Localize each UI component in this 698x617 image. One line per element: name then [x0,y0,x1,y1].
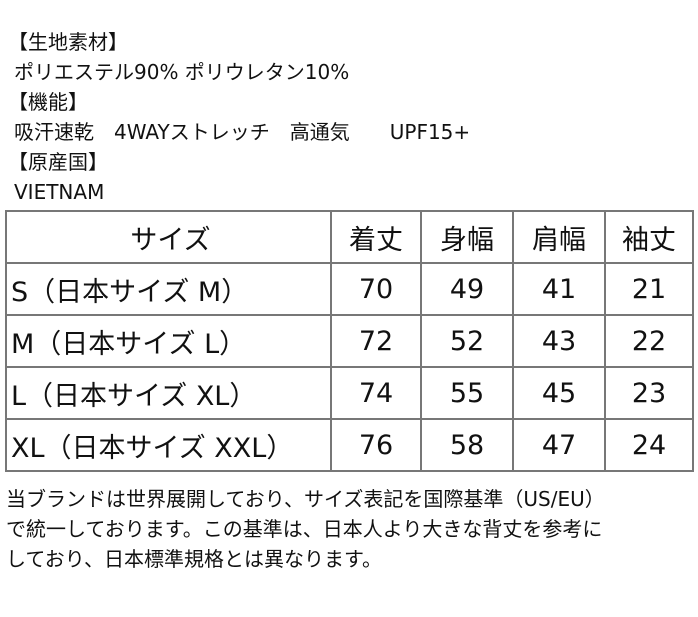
section-heading: 【機能】 [8,90,88,114]
measure-cell: 76 [330,418,422,472]
measure-cell: 72 [330,314,422,368]
size-row: S（日本サイズ M） 70 49 41 21 [5,262,694,316]
note-line: しており、日本標準規格とは異なります。 [6,547,382,571]
measure-cell: 47 [512,418,606,472]
measure-cell: 24 [604,418,694,472]
size-row: L（日本サイズ XL） 74 55 45 23 [5,366,694,420]
measure-cell: 41 [512,262,606,316]
size-label: XL（日本サイズ XXL） [5,418,332,472]
measure-cell: 45 [512,366,606,420]
header-cell: 肩幅 [512,210,606,264]
size-row: XL（日本サイズ XXL） 76 58 47 24 [5,418,694,472]
measure-cell: 43 [512,314,606,368]
header-row: サイズ 着丈 身幅 肩幅 袖丈 [5,210,694,264]
measure-cell: 23 [604,366,694,420]
size-label: M（日本サイズ L） [5,314,332,368]
measure-cell: 21 [604,262,694,316]
section-heading: 【生地素材】 [8,30,128,54]
size-label: S（日本サイズ M） [5,262,332,316]
size-note: 当ブランドは世界展開しており、サイズ表記を国際基準（US/EU） で統一しておりま… [6,484,605,574]
measure-cell: 70 [330,262,422,316]
measure-cell: 49 [420,262,514,316]
section-heading: 【原産国】 [8,150,108,174]
note-line: 当ブランドは世界展開しており、サイズ表記を国際基準（US/EU） [6,487,605,511]
header-cell: サイズ [5,210,332,264]
section-body: ポリエステル90% ポリウレタン10% [14,60,350,84]
header-cell: 身幅 [420,210,514,264]
header-cell: 着丈 [330,210,422,264]
note-line: で統一しております。この基準は、日本人より大きな背丈を参考に [6,517,603,541]
size-row: M（日本サイズ L） 72 52 43 22 [5,314,694,368]
measure-cell: 74 [330,366,422,420]
header-cell: 袖丈 [604,210,694,264]
size-table: サイズ 着丈 身幅 肩幅 袖丈 S（日本サイズ M） 70 49 41 21 M（日本サイズ L） 7… [5,210,694,472]
size-label: L（日本サイズ XL） [5,366,332,420]
section-body: VIETNAM [14,180,105,204]
measure-cell: 52 [420,314,514,368]
section-body: 吸汗速乾 4WAYストレッチ 高通気 UPF15+ [14,120,471,144]
measure-cell: 58 [420,418,514,472]
measure-cell: 55 [420,366,514,420]
measure-cell: 22 [604,314,694,368]
